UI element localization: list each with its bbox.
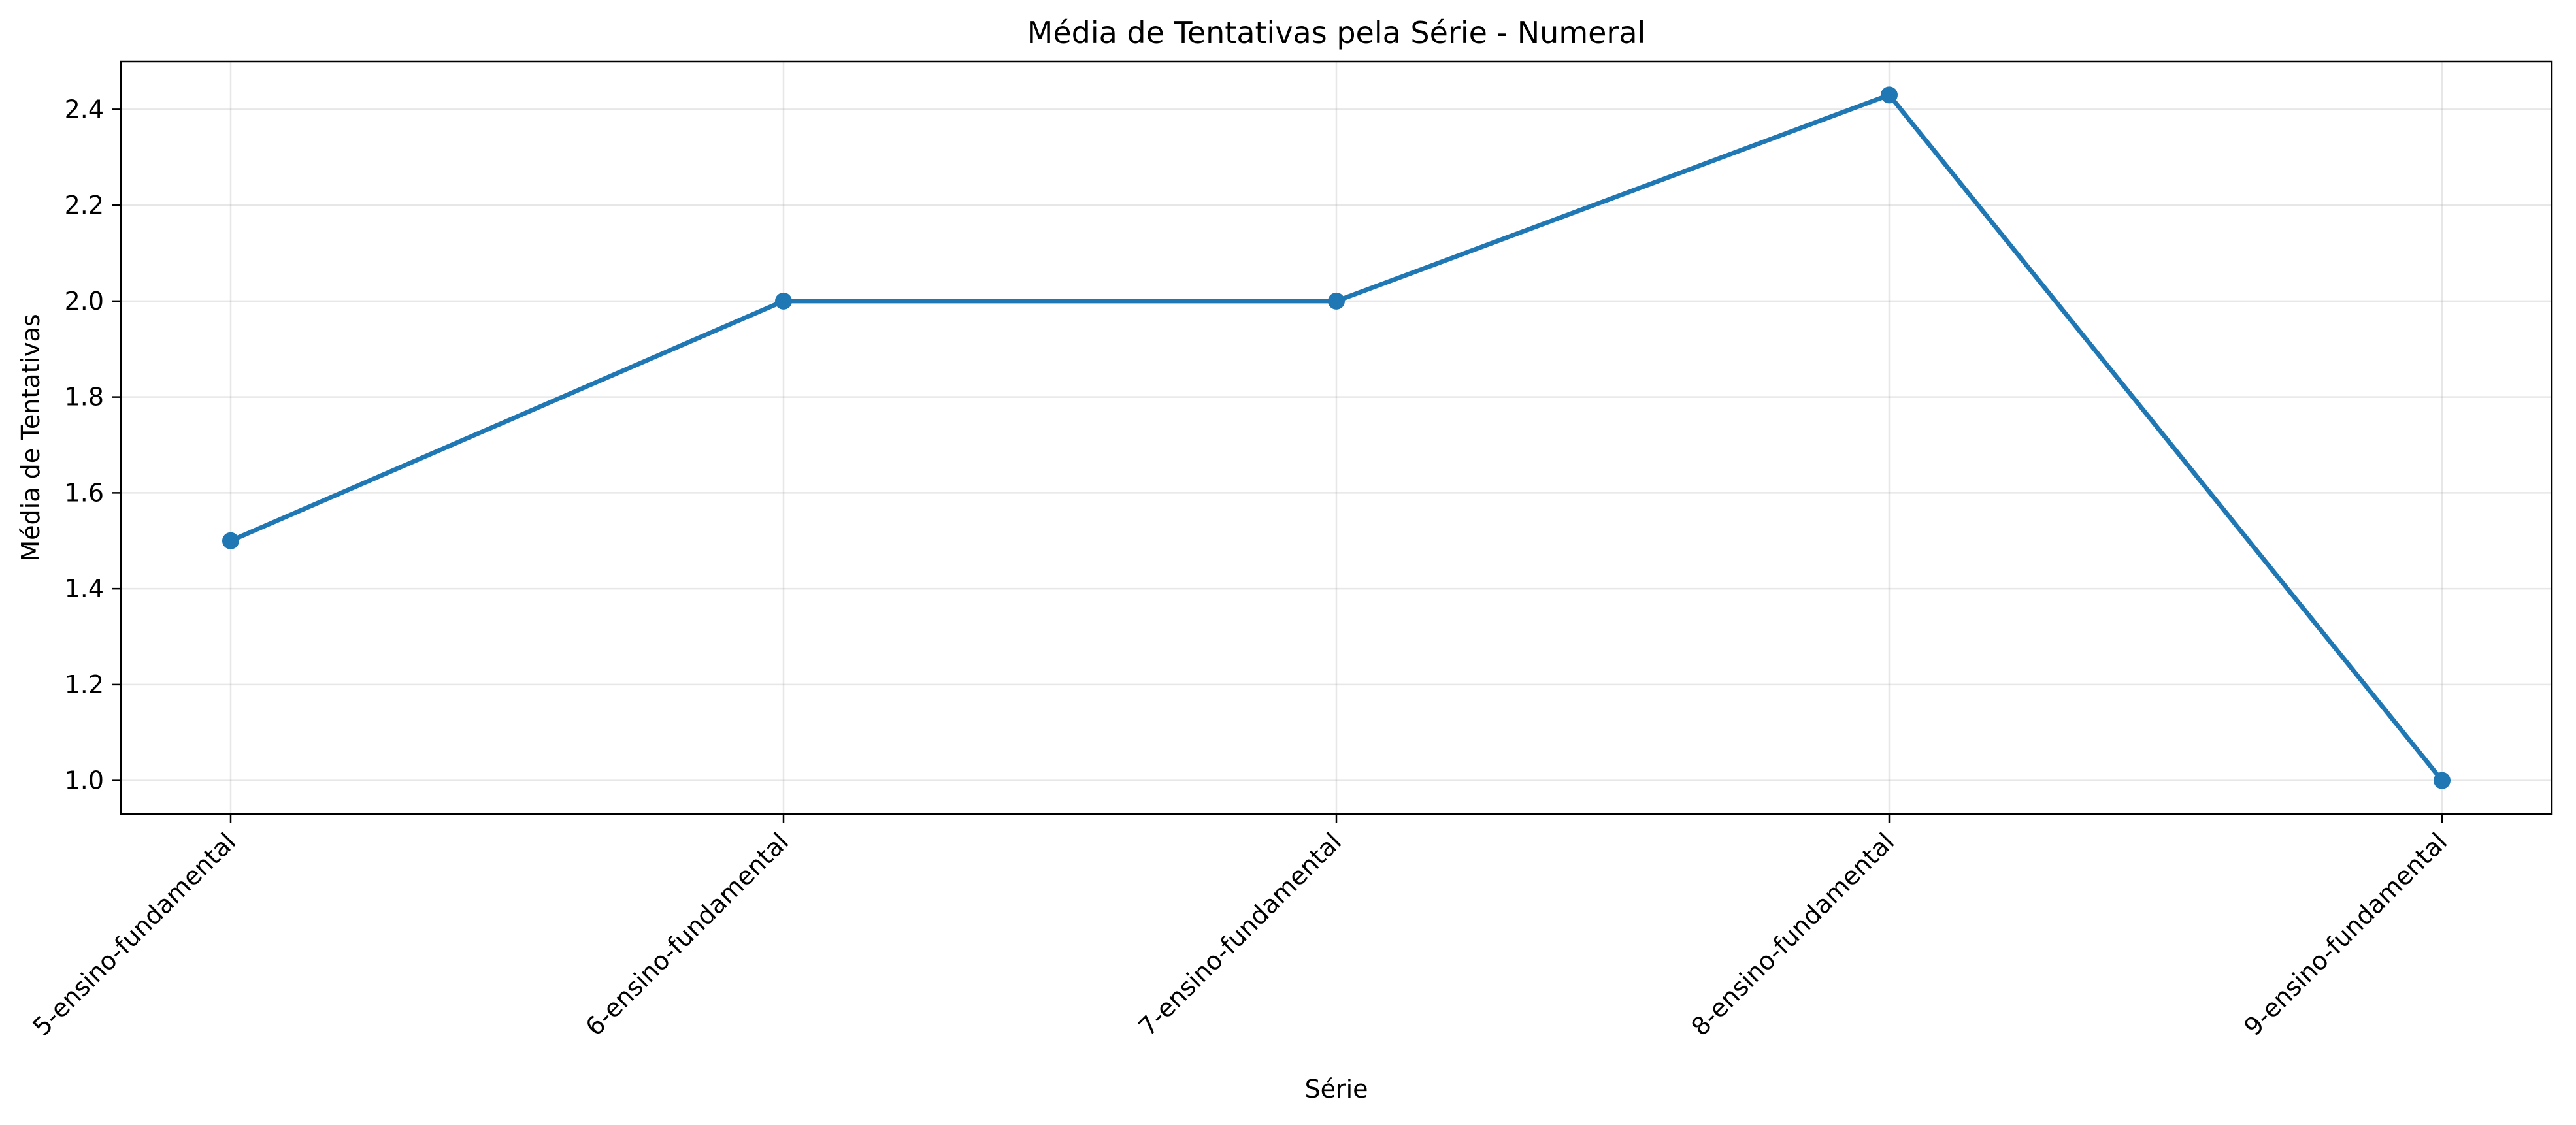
y-tick-label: 1.6: [65, 478, 104, 507]
chart-title: Média de Tentativas pela Série - Numeral: [1027, 15, 1646, 50]
y-tick-label: 1.4: [65, 574, 104, 603]
x-axis-label: Série: [1304, 1075, 1368, 1103]
data-point: [222, 532, 239, 549]
y-tick-label: 2.0: [65, 287, 104, 316]
plot-frame: [120, 60, 2553, 815]
y-axis-ticks: 1.0 1.2 1.4 1.6 1.8 2.0 2.2 2.4: [65, 95, 121, 795]
data-point: [2434, 772, 2451, 789]
y-tick-label: 1.2: [65, 670, 104, 699]
y-tick-label: 2.2: [65, 191, 104, 220]
data-point: [1881, 86, 1898, 104]
y-tick-label: 1.8: [65, 383, 104, 412]
y-axis-label: Média de Tentativas: [16, 314, 45, 561]
series: [222, 86, 2451, 789]
data-point: [775, 292, 792, 310]
y-tick-label: 1.0: [65, 766, 104, 795]
data-point: [1328, 292, 1345, 310]
y-tick-label: 2.4: [65, 95, 104, 123]
